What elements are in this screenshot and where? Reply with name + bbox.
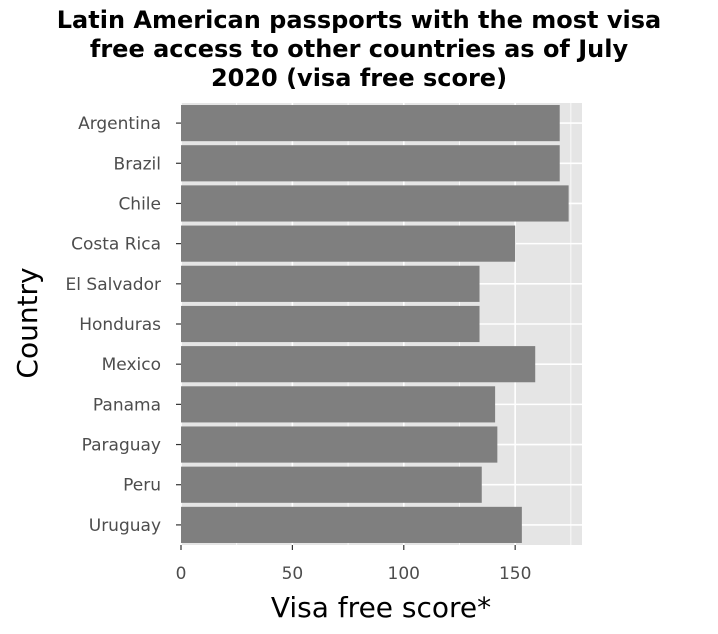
y-tick-label: Honduras — [79, 315, 161, 335]
x-tick-label: 150 — [499, 564, 531, 584]
y-tick-label: Uruguay — [89, 516, 161, 536]
y-tick-label: Paraguay — [82, 436, 161, 456]
y-tick-label: El Salvador — [66, 275, 161, 295]
chart-title-line-2: free access to other countries as of Jul… — [89, 35, 629, 63]
y-tick-label: Chile — [118, 194, 161, 214]
bar-chile — [181, 185, 569, 222]
bar-mexico — [181, 346, 536, 383]
y-tick-label: Costa Rica — [71, 235, 161, 255]
x-tick-label: 100 — [388, 564, 420, 584]
chart-title-line-1: Latin American passports with the most v… — [56, 6, 662, 34]
axes: Argentina Brazil Chile Costa Rica El Salvado… — [66, 114, 532, 584]
y-tick-label: Brazil — [114, 154, 161, 174]
x-tick-label: 50 — [282, 564, 304, 584]
bar-costa-rica — [181, 225, 516, 262]
chart-title-line-3: 2020 (visa free score) — [210, 64, 508, 92]
bar-paraguay — [181, 426, 498, 463]
chart-title: Latin American passports with the most v… — [0, 6, 718, 93]
bars — [181, 105, 569, 543]
y-tick-label: Panama — [93, 395, 161, 415]
y-tick-label: Peru — [123, 476, 161, 496]
x-tick-label: 0 — [176, 564, 187, 584]
bar-peru — [181, 466, 482, 503]
y-tick-label: Argentina — [78, 114, 161, 134]
bar-honduras — [181, 305, 480, 343]
x-axis-title: Visa free score* — [271, 591, 491, 624]
y-axis-title: Country — [11, 267, 44, 378]
bar-brazil — [181, 145, 560, 182]
bar-panama — [181, 386, 496, 423]
bar-uruguay — [181, 506, 522, 543]
bar-el-salvador — [181, 265, 480, 302]
y-tick-label: Mexico — [102, 355, 161, 375]
bar-argentina — [181, 105, 560, 142]
